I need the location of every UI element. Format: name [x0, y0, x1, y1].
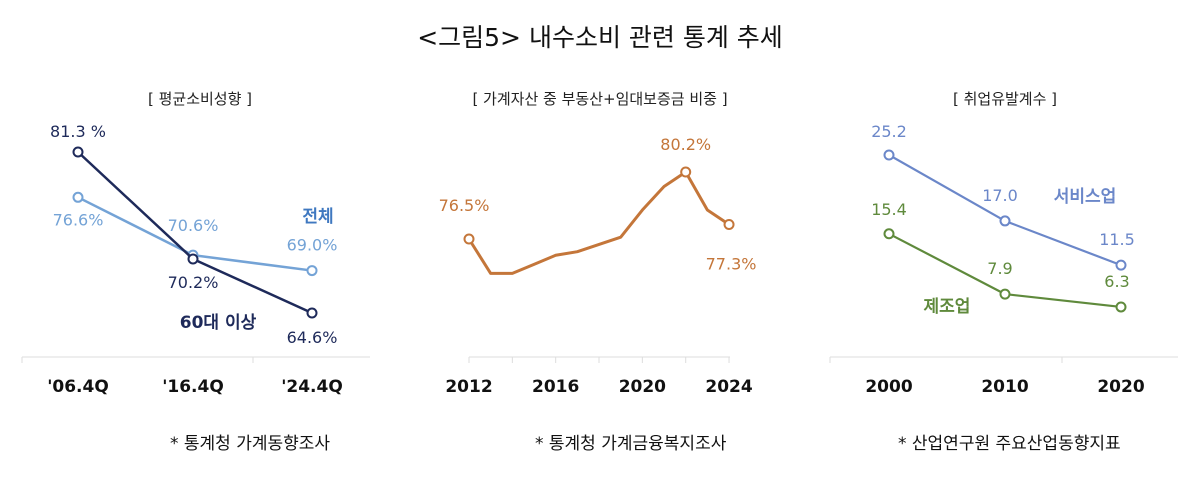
series-line: [467, 170, 730, 275]
x-tick-label: 2010: [981, 377, 1028, 397]
data-label: 17.0: [982, 186, 1018, 205]
data-point: [306, 265, 318, 277]
series-label: 제조업: [924, 297, 971, 317]
x-tick-label: '16.4Q: [162, 377, 224, 397]
data-point: [306, 307, 318, 319]
series-line: [888, 154, 1122, 267]
data-point: [463, 233, 475, 245]
data-label: 80.2%: [660, 135, 711, 154]
data-label: 15.4: [871, 200, 907, 219]
data-point: [999, 215, 1011, 227]
panel-title: [ 가계자산 중 부동산+임대보증금 비중 ]: [472, 90, 727, 108]
data-point: [72, 191, 84, 203]
series-label: 서비스업: [1054, 187, 1117, 207]
data-label: 76.5%: [439, 196, 490, 215]
panel-title: [ 평균소비성향 ]: [148, 90, 252, 108]
data-point: [999, 288, 1011, 300]
data-label: 7.9: [987, 259, 1012, 278]
source-note: * 산업연구원 주요산업동향지표: [898, 434, 1121, 454]
panel-title: [ 취업유발계수 ]: [953, 90, 1057, 108]
series-label: 전체: [302, 207, 333, 227]
data-point: [1115, 301, 1127, 313]
data-point: [72, 146, 84, 158]
data-label: 70.2%: [168, 273, 219, 292]
panel-employment-coefficient: [ 취업유발계수 ] * 산업연구원 주요산업동향지표 2000 2010 2020…: [829, 90, 1178, 454]
data-point: [1115, 259, 1127, 271]
x-tick-label: 2020: [619, 377, 666, 397]
x-tick-label: '24.4Q: [281, 377, 343, 397]
data-label: 77.3%: [706, 255, 757, 274]
data-label: 69.0%: [287, 236, 338, 255]
data-point: [723, 219, 735, 231]
source-note: * 통계청 가계동향조사: [170, 434, 330, 454]
x-tick-label: 2012: [445, 377, 492, 397]
x-tick-label: '06.4Q: [47, 377, 109, 397]
x-tick-label: 2024: [705, 377, 752, 397]
data-point: [883, 228, 895, 240]
data-point: [187, 253, 199, 265]
data-label: 76.6%: [53, 210, 104, 229]
data-label: 64.6%: [287, 328, 338, 347]
data-label: 81.3 %: [50, 122, 106, 141]
panel-real-estate-share: [ 가계자산 중 부동산+임대보증금 비중 ] * 통계청 가계금융복지조사 2…: [439, 90, 757, 454]
data-label: 70.6%: [168, 216, 219, 235]
figure-title: <그림5> 내수소비 관련 통계 추세: [417, 23, 783, 52]
panel-consumption-propensity: [ 평균소비성향 ] * 통계청 가계동향조사 '06.4Q '16.4Q '24.…: [21, 90, 370, 454]
x-tick-label: 2016: [532, 377, 579, 397]
source-note: * 통계청 가계금융복지조사: [535, 434, 727, 454]
data-label: 11.5: [1099, 230, 1135, 249]
data-point: [680, 166, 692, 178]
series-label: 60대 이상: [180, 313, 257, 333]
data-label: 6.3: [1104, 272, 1129, 291]
x-tick-label: 2020: [1097, 377, 1144, 397]
data-label: 25.2: [871, 122, 907, 141]
x-tick-label: 2000: [865, 377, 912, 397]
data-point: [883, 149, 895, 161]
